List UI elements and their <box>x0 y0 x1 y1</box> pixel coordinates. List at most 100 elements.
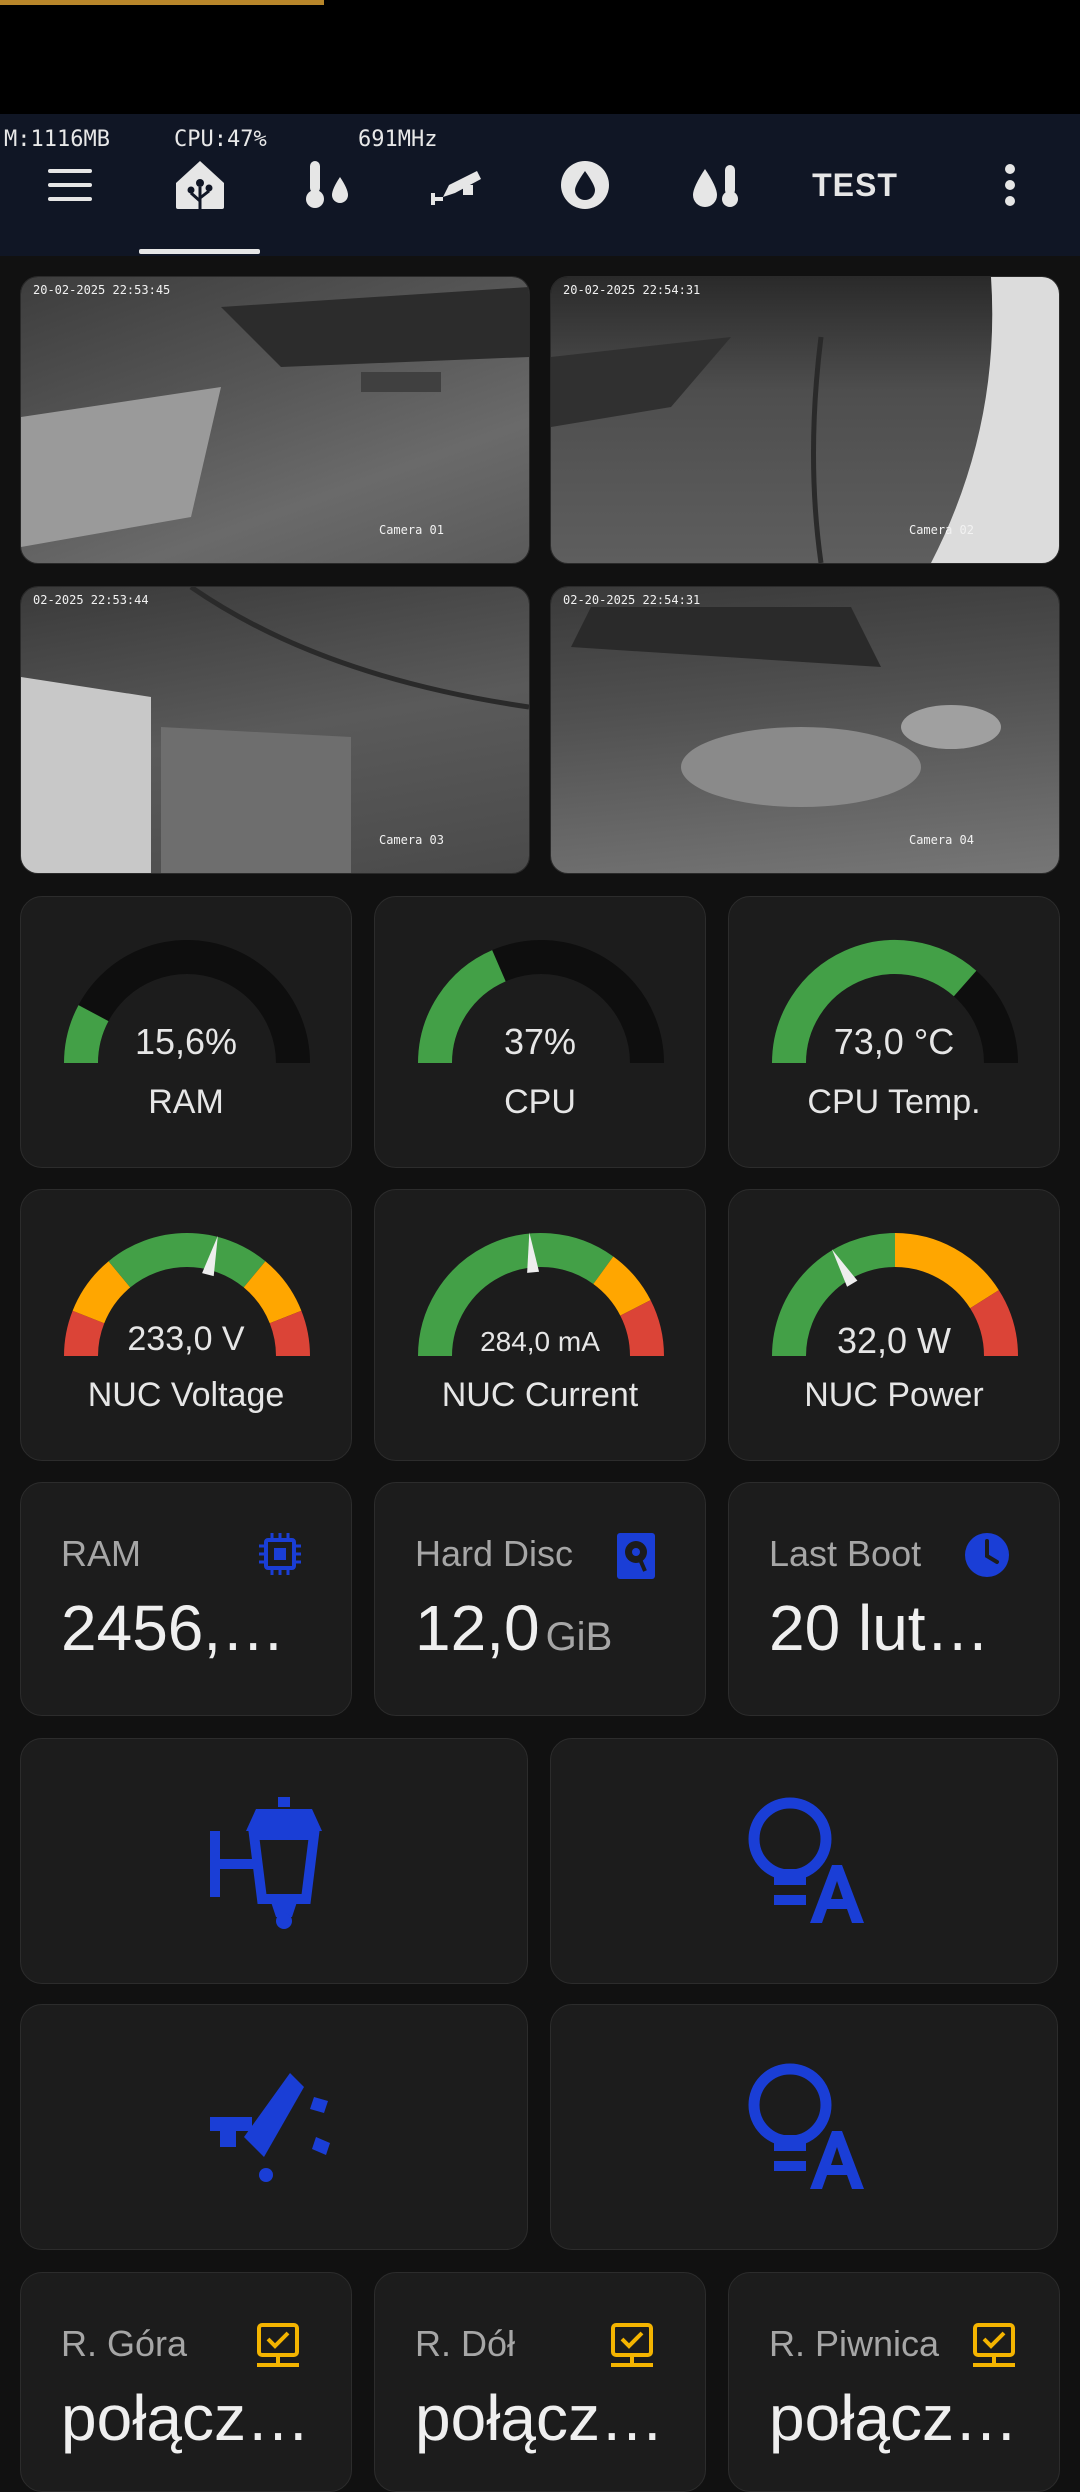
entity-card-last-boot[interactable]: Last Boot 20 lute… <box>728 1482 1060 1716</box>
entity-name: R. Dół <box>415 2323 516 2364</box>
camera-feed-4[interactable]: 02-20-2025 22:54:31 Camera 04 <box>550 586 1060 874</box>
cctv-icon <box>431 171 481 205</box>
entity-card-ram[interactable]: RAM 2456,9… <box>20 1482 352 1716</box>
gauge-label: CPU <box>504 1083 576 1121</box>
gauge-fill <box>772 940 977 1064</box>
more-vertical-icon <box>1005 164 1015 206</box>
camera-feed-1[interactable]: 20-02-2025 22:53:45 Camera 01 <box>20 276 530 564</box>
water-drop-circle-icon <box>561 161 609 209</box>
auto-light-button-1[interactable] <box>550 1738 1058 1984</box>
network-card-r-piwnica[interactable]: R. Piwnica połącz… <box>728 2272 1060 2492</box>
gauge-fill <box>64 1005 109 1064</box>
nuc-voltage-gauge <box>64 1233 310 1357</box>
tab-home[interactable] <box>155 150 245 220</box>
outdoor-lamp-button[interactable] <box>20 1738 528 1984</box>
camera-timestamp: 20-02-2025 22:54:31 <box>563 283 701 297</box>
gauge-segment <box>418 1233 614 1357</box>
tab-humidity[interactable] <box>670 150 760 220</box>
outdoor-lamp-icon <box>210 1797 322 1929</box>
active-tab-indicator <box>139 249 260 254</box>
entity-name: R. Piwnica <box>769 2323 940 2364</box>
entity-value-text: 20 lute… <box>769 1592 1019 1664</box>
network-monitor-icon <box>611 2323 653 2367</box>
overflow-menu-button[interactable] <box>965 150 1055 220</box>
memory-chip-icon <box>259 1533 301 1575</box>
camera-image <box>21 277 529 563</box>
hard-disk-icon <box>617 1533 655 1579</box>
gauge-needle <box>831 1249 858 1287</box>
frequency-stat: 691MHz <box>358 127 438 152</box>
camera-image <box>21 587 529 873</box>
entity-value-text: 12,0 <box>415 1592 540 1664</box>
gauge-value: 73,0 °C <box>833 1021 955 1062</box>
entity-card-hard-disc[interactable]: Hard Disc 12,0 GiB <box>374 1482 706 1716</box>
tab-water[interactable] <box>540 150 630 220</box>
camera-timestamp: 20-02-2025 22:53:45 <box>33 283 171 297</box>
gauge-card-cpu-temp[interactable]: 73,0 °C CPU Temp. <box>728 896 1060 1168</box>
menu-icon <box>48 169 92 201</box>
nuc-power-gauge <box>772 1233 1018 1357</box>
camera-timestamp: 02-20-2025 22:54:31 <box>563 593 701 607</box>
entity-value: 20 lute… <box>769 1591 1019 1665</box>
spotlight-button[interactable] <box>20 2004 528 2250</box>
camera-feed-2[interactable]: 20-02-2025 22:54:31 Camera 02 <box>550 276 1060 564</box>
gauge-card-nuc-voltage[interactable]: 233,0 V NUC Voltage <box>20 1189 352 1461</box>
gauge-value: 37% <box>503 1021 577 1062</box>
entity-name: Last Boot <box>769 1533 922 1574</box>
lightbulb-auto-icon <box>748 1797 864 1923</box>
camera-timestamp: 02-2025 22:53:44 <box>33 593 149 607</box>
camera-name: Camera 03 <box>378 833 444 847</box>
nuc-current-gauge <box>418 1232 664 1357</box>
cpu-temp-gauge <box>772 940 1018 1064</box>
gauge-value: 284,0 mA <box>480 1326 600 1357</box>
gauge-value: 32,0 W <box>836 1320 952 1361</box>
clock-icon <box>965 1533 1009 1577</box>
gauge-segment <box>72 1261 131 1324</box>
tab-test-label: TEST <box>812 166 898 203</box>
entity-value-text: połącz… <box>415 2382 664 2454</box>
gauge-label: CPU Temp. <box>807 1083 981 1121</box>
gauge-segment <box>108 1233 266 1288</box>
gauge-segment <box>894 1233 999 1309</box>
camera-feed-3[interactable]: 02-2025 22:53:44 Camera 03 <box>20 586 530 874</box>
network-card-r-gora[interactable]: R. Góra połącz… <box>20 2272 352 2492</box>
auto-light-button-2[interactable] <box>550 2004 1058 2250</box>
gauge-card-ram[interactable]: 15,6% RAM <box>20 896 352 1168</box>
entity-value: 12,0 GiB <box>415 1591 612 1665</box>
tab-cameras[interactable] <box>412 150 502 220</box>
camera-name: Camera 02 <box>908 523 974 537</box>
entity-name: RAM <box>61 1533 141 1574</box>
tab-test[interactable]: TEST <box>810 150 900 220</box>
cpu-gauge <box>418 940 664 1064</box>
camera-name: Camera 04 <box>908 833 974 847</box>
menu-button[interactable] <box>25 150 115 220</box>
entity-value-text: połącz… <box>769 2382 1018 2454</box>
gauge-value: 233,0 V <box>127 1320 245 1358</box>
gauge-needle <box>527 1232 540 1273</box>
gauge-card-nuc-current[interactable]: 284,0 mA NUC Current <box>374 1189 706 1461</box>
performance-overlay: M:1116MB CPU:47% 691MHz <box>0 127 437 159</box>
gauge-label: NUC Voltage <box>87 1376 285 1414</box>
gauge-label: NUC Current <box>441 1376 639 1414</box>
ram-gauge <box>64 940 310 1064</box>
gauge-card-nuc-power[interactable]: 32,0 W NUC Power <box>728 1189 1060 1461</box>
network-card-r-dol[interactable]: R. Dół połącz… <box>374 2272 706 2492</box>
status-progress-bar <box>0 0 324 5</box>
entity-value-text: 2456,9… <box>61 1592 311 1664</box>
gauge-card-cpu[interactable]: 37% CPU <box>374 896 706 1168</box>
home-assistant-icon <box>176 161 224 209</box>
camera-name: Camera 01 <box>378 523 444 537</box>
entity-value-text: połącz… <box>61 2382 310 2454</box>
gauge-segment <box>620 1300 664 1357</box>
tab-temperature[interactable] <box>283 150 373 220</box>
entity-value: 2456,9… <box>61 1591 311 1665</box>
gauge-segment <box>269 1310 310 1357</box>
cpu-stat: CPU:47% <box>174 127 267 152</box>
gauge-value: 15,6% <box>134 1021 238 1062</box>
gauge-segment <box>64 1310 105 1357</box>
gauge-segment <box>243 1261 302 1324</box>
network-monitor-icon <box>257 2323 299 2367</box>
gauge-segment <box>772 1233 896 1357</box>
entity-name: Hard Disc <box>415 1533 574 1574</box>
entity-value: połącz… <box>769 2381 1018 2455</box>
